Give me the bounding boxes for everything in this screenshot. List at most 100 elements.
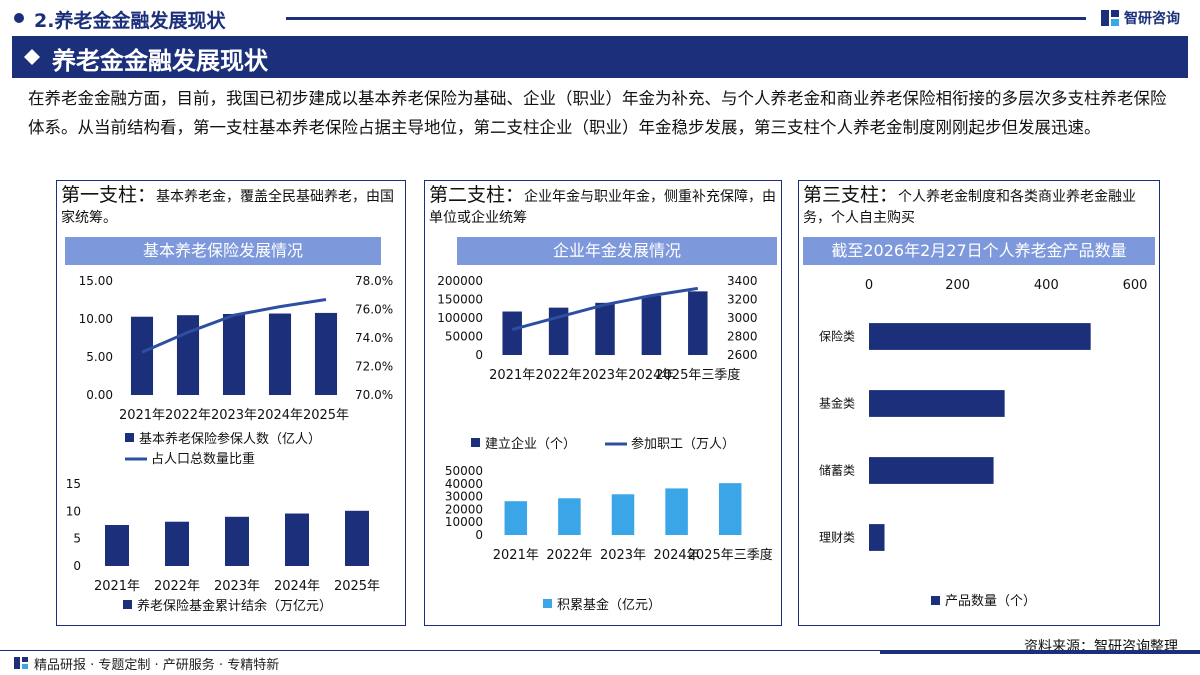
y-tick-label: 50000: [445, 464, 483, 478]
y2-tick-label: 74.0%: [355, 331, 393, 345]
bar: [222, 313, 246, 395]
x-tick-label: 2025年: [303, 408, 349, 423]
y-tick-label: 理财类: [819, 531, 855, 545]
source-underline: [880, 651, 1200, 654]
legend-label: 产品数量（个）: [945, 594, 1036, 609]
pillar-one-heading: 第一支柱：基本养老金，覆盖全民基础养老，由国家统筹。: [61, 185, 401, 229]
bar: [268, 313, 292, 395]
pillar-two-lead: 第二支柱：: [429, 184, 525, 206]
pillar-two-chart-title: 企业年金发展情况: [457, 237, 777, 265]
y-tick-label: 200000: [437, 274, 483, 288]
pillar-three-chart-title: 截至2026年2月27日个人养老金产品数量: [803, 237, 1155, 265]
bar: [869, 390, 1005, 417]
bar: [165, 521, 189, 566]
x-tick-label: 600: [1123, 278, 1148, 293]
series-line: [141, 298, 327, 354]
x-tick-label: 2023年: [211, 408, 257, 423]
bar: [504, 501, 528, 535]
bar: [595, 302, 615, 355]
y-tick-label: 储蓄类: [819, 463, 855, 478]
y2-tick-label: 2600: [727, 348, 758, 362]
x-tick-label: 2023年: [214, 579, 260, 594]
pillar-three-desc: 个人养老金制度和各类商业养老金融业务，个人自主购买: [803, 189, 1137, 226]
banner-title: 养老金金融发展现状: [52, 47, 268, 75]
pillar-one-panel: 第一支柱：基本养老金，覆盖全民基础养老，由国家统筹。 基本养老保险发展情况 0.…: [56, 180, 406, 626]
y-tick-label: 0: [475, 528, 483, 542]
y2-tick-label: 3200: [727, 293, 758, 307]
legend-swatch: [543, 599, 552, 608]
x-tick-label: 2022年: [536, 368, 582, 383]
x-tick-label: 2025年三季度: [655, 367, 740, 383]
bar: [285, 513, 309, 566]
series-line: [511, 286, 699, 332]
footer-divider: [0, 650, 1200, 651]
y-tick-label: 150000: [437, 293, 483, 307]
bar: [665, 488, 688, 535]
y-tick-label: 5: [73, 532, 81, 546]
y2-tick-label: 78.0%: [355, 274, 393, 288]
x-tick-label: 400: [1034, 278, 1059, 293]
y2-tick-label: 76.0%: [355, 303, 393, 317]
legend-label: 占人口总数量比重: [151, 451, 255, 467]
top-bar: 2.养老金金融发展现状 智研咨询: [0, 0, 1200, 36]
bar: [558, 498, 581, 535]
x-tick-label: 2022年: [165, 408, 211, 423]
bar: [869, 524, 885, 551]
bar: [611, 494, 635, 535]
bar: [502, 311, 522, 355]
y-tick-label: 0: [475, 348, 483, 362]
y-tick-label: 10000: [445, 515, 483, 529]
pillar-three-heading: 第三支柱：个人养老金制度和各类商业养老金融业务，个人自主购买: [803, 185, 1155, 229]
y-tick-label: 5.00: [86, 350, 113, 364]
footer-logo-icon: [14, 657, 28, 669]
legend-swatch: [471, 438, 480, 447]
y-tick-label: 40000: [445, 477, 483, 491]
x-tick-label: 2024年: [274, 579, 320, 594]
enterprise-annuity-charts: 0500001000001500002000002600280030003200…: [437, 274, 773, 613]
x-tick-label: 2024年: [654, 548, 700, 563]
brand-logo: 智研咨询: [1100, 7, 1180, 29]
basic-insurance-charts: 0.00 5.00 10.00 15.00 70.0% 72.0% 74.0% 76.0% 78…: [66, 274, 393, 614]
bar: [130, 316, 154, 395]
pillar-one-chart-title: 基本养老保险发展情况: [65, 237, 381, 265]
bar: [869, 457, 994, 484]
y2-tick-label: 70.0%: [355, 388, 393, 402]
x-tick-label: 2021年: [119, 408, 165, 423]
bar: [176, 315, 200, 395]
y-tick-label: 基金类: [819, 396, 855, 411]
pillar-two-heading: 第二支柱：企业年金与职业年金，侧重补充保障，由单位或企业统筹: [429, 185, 777, 229]
legend-label: 积累基金（亿元）: [557, 597, 661, 613]
pillar-three-panel: 第三支柱：个人养老金制度和各类商业养老金融业务，个人自主购买 截至2026年2月…: [798, 180, 1160, 626]
y-tick-label: 15: [66, 477, 81, 491]
legend-label: 建立企业（个）: [485, 436, 576, 452]
x-tick-label: 2023年: [582, 368, 628, 383]
x-tick-label: 200: [945, 278, 970, 293]
x-tick-label: 2021年: [493, 548, 539, 563]
y-tick-label: 0: [73, 559, 81, 573]
x-tick-label: 2021年: [94, 579, 140, 594]
y-tick-label: 15.00: [79, 274, 113, 288]
y2-tick-label: 2800: [727, 330, 758, 344]
bar: [688, 291, 708, 355]
y2-tick-label: 72.0%: [355, 360, 393, 374]
pillar-two-panel: 第二支柱：企业年金与职业年金，侧重补充保障，由单位或企业统筹 企业年金发展情况 …: [424, 180, 782, 626]
section-banner: 养老金金融发展现状: [12, 36, 1188, 78]
legend-label: 养老保险基金累计结余（万亿元）: [137, 598, 332, 614]
breadcrumb: 2.养老金金融发展现状: [34, 10, 226, 32]
divider: [286, 17, 1086, 20]
y2-tick-label: 3400: [727, 274, 758, 288]
x-tick-label: 2021年: [489, 368, 535, 383]
logo-text: 智研咨询: [1124, 11, 1180, 27]
x-tick-label: 0: [865, 278, 873, 293]
y-tick-label: 100000: [437, 311, 483, 325]
bar: [718, 483, 742, 535]
x-tick-label: 2022年: [154, 579, 200, 594]
y-tick-label: 10.00: [79, 312, 113, 326]
pillar-two-desc: 企业年金与职业年金，侧重补充保障，由单位或企业统筹: [429, 189, 777, 226]
y-tick-label: 保险类: [819, 329, 855, 344]
bar: [314, 312, 338, 395]
x-tick-label: 2025年: [334, 579, 380, 594]
bar: [105, 525, 129, 566]
